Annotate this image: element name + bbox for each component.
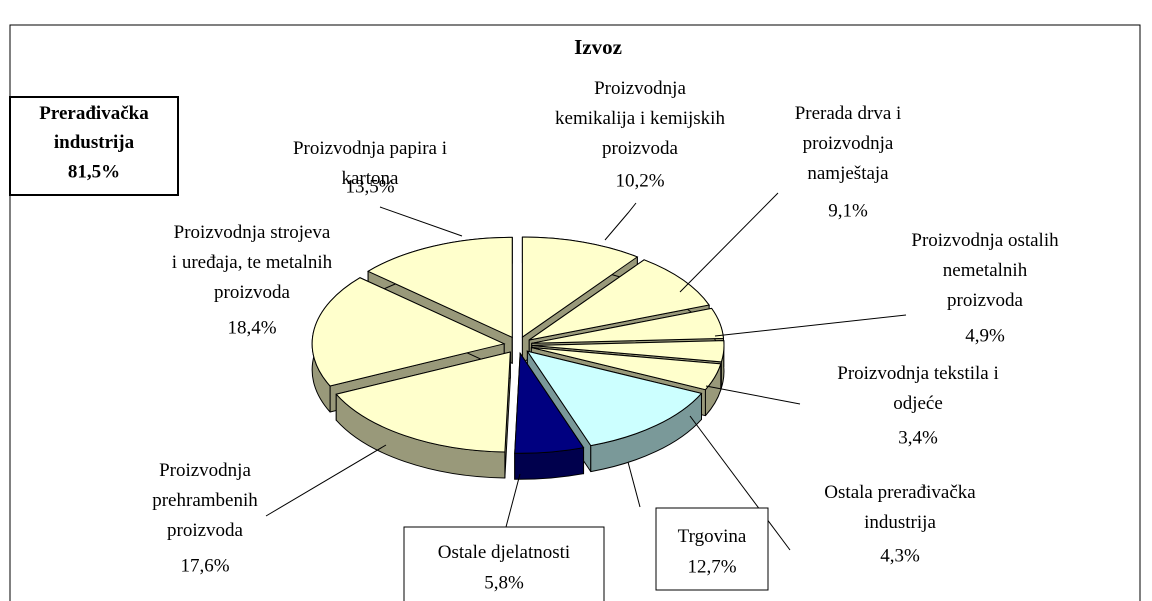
leader-line [679,192,779,293]
annotation-value: 81,5% [68,161,120,182]
leader-line [379,206,463,237]
slice-group [514,351,585,480]
leader-line [705,385,801,405]
slice-label: Ostale djelatnosti [438,542,570,563]
slice-label: Proizvodnja strojeva i uređaja, te metaln… [172,222,333,303]
slice [367,236,513,339]
slice-label: Prerada drva i proizvodnja namještaja [795,103,902,184]
label-box [403,526,605,601]
slice-label: Proizvodnja kemikalija i kemijskih proizvo… [555,78,725,159]
slice-group [335,351,511,479]
annotation-box [9,96,179,196]
slice-label: Trgovina [678,526,747,547]
label-box [655,507,769,591]
leader-line [505,473,521,528]
slice-value-label: 12,7% [687,556,736,577]
slice [526,350,703,447]
slice-value-label: 9,1% [828,200,868,221]
leader-line [689,415,791,551]
slice-label: Ostala prerađivačka industrija [824,482,976,533]
leader-line [604,202,637,241]
slice-label: Proizvodnja prehrambenih proizvoda [152,460,258,541]
slice-value-label: 18,4% [227,317,276,338]
slice [521,236,639,338]
slice-value-label: 10,2% [615,170,664,191]
slice [531,346,722,391]
slice-value-label: 4,3% [880,545,920,566]
slice-value-label: 3,4% [898,427,938,448]
slice-value-label: 13,5% [345,176,394,197]
slice [514,351,585,454]
leader-line [265,444,387,517]
slice-value-label: 17,6% [180,555,229,576]
slice-value-label: 5,8% [484,572,524,593]
slice [335,351,511,453]
slice-label: Proizvodnja tekstila i odjeće [837,363,998,414]
annotation-text: Prerađivačka industrija [39,103,149,153]
slice-value-label: 4,9% [965,325,1005,346]
slice [311,277,506,387]
slice-label: Proizvodnja ostalih nemetalnih proizvoda [911,230,1059,311]
leader-line [627,461,641,508]
chart-title: Izvoz [574,35,622,59]
slice [528,259,710,341]
slice-label: Proizvodnja papira i kartona [293,138,447,189]
slice [531,340,725,363]
slice [531,307,725,344]
leader-line [714,314,907,337]
